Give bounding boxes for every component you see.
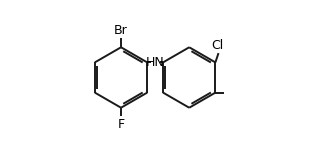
Text: HN: HN: [146, 56, 164, 69]
Text: Br: Br: [114, 24, 128, 37]
Text: Cl: Cl: [211, 39, 224, 51]
Text: F: F: [117, 118, 125, 131]
